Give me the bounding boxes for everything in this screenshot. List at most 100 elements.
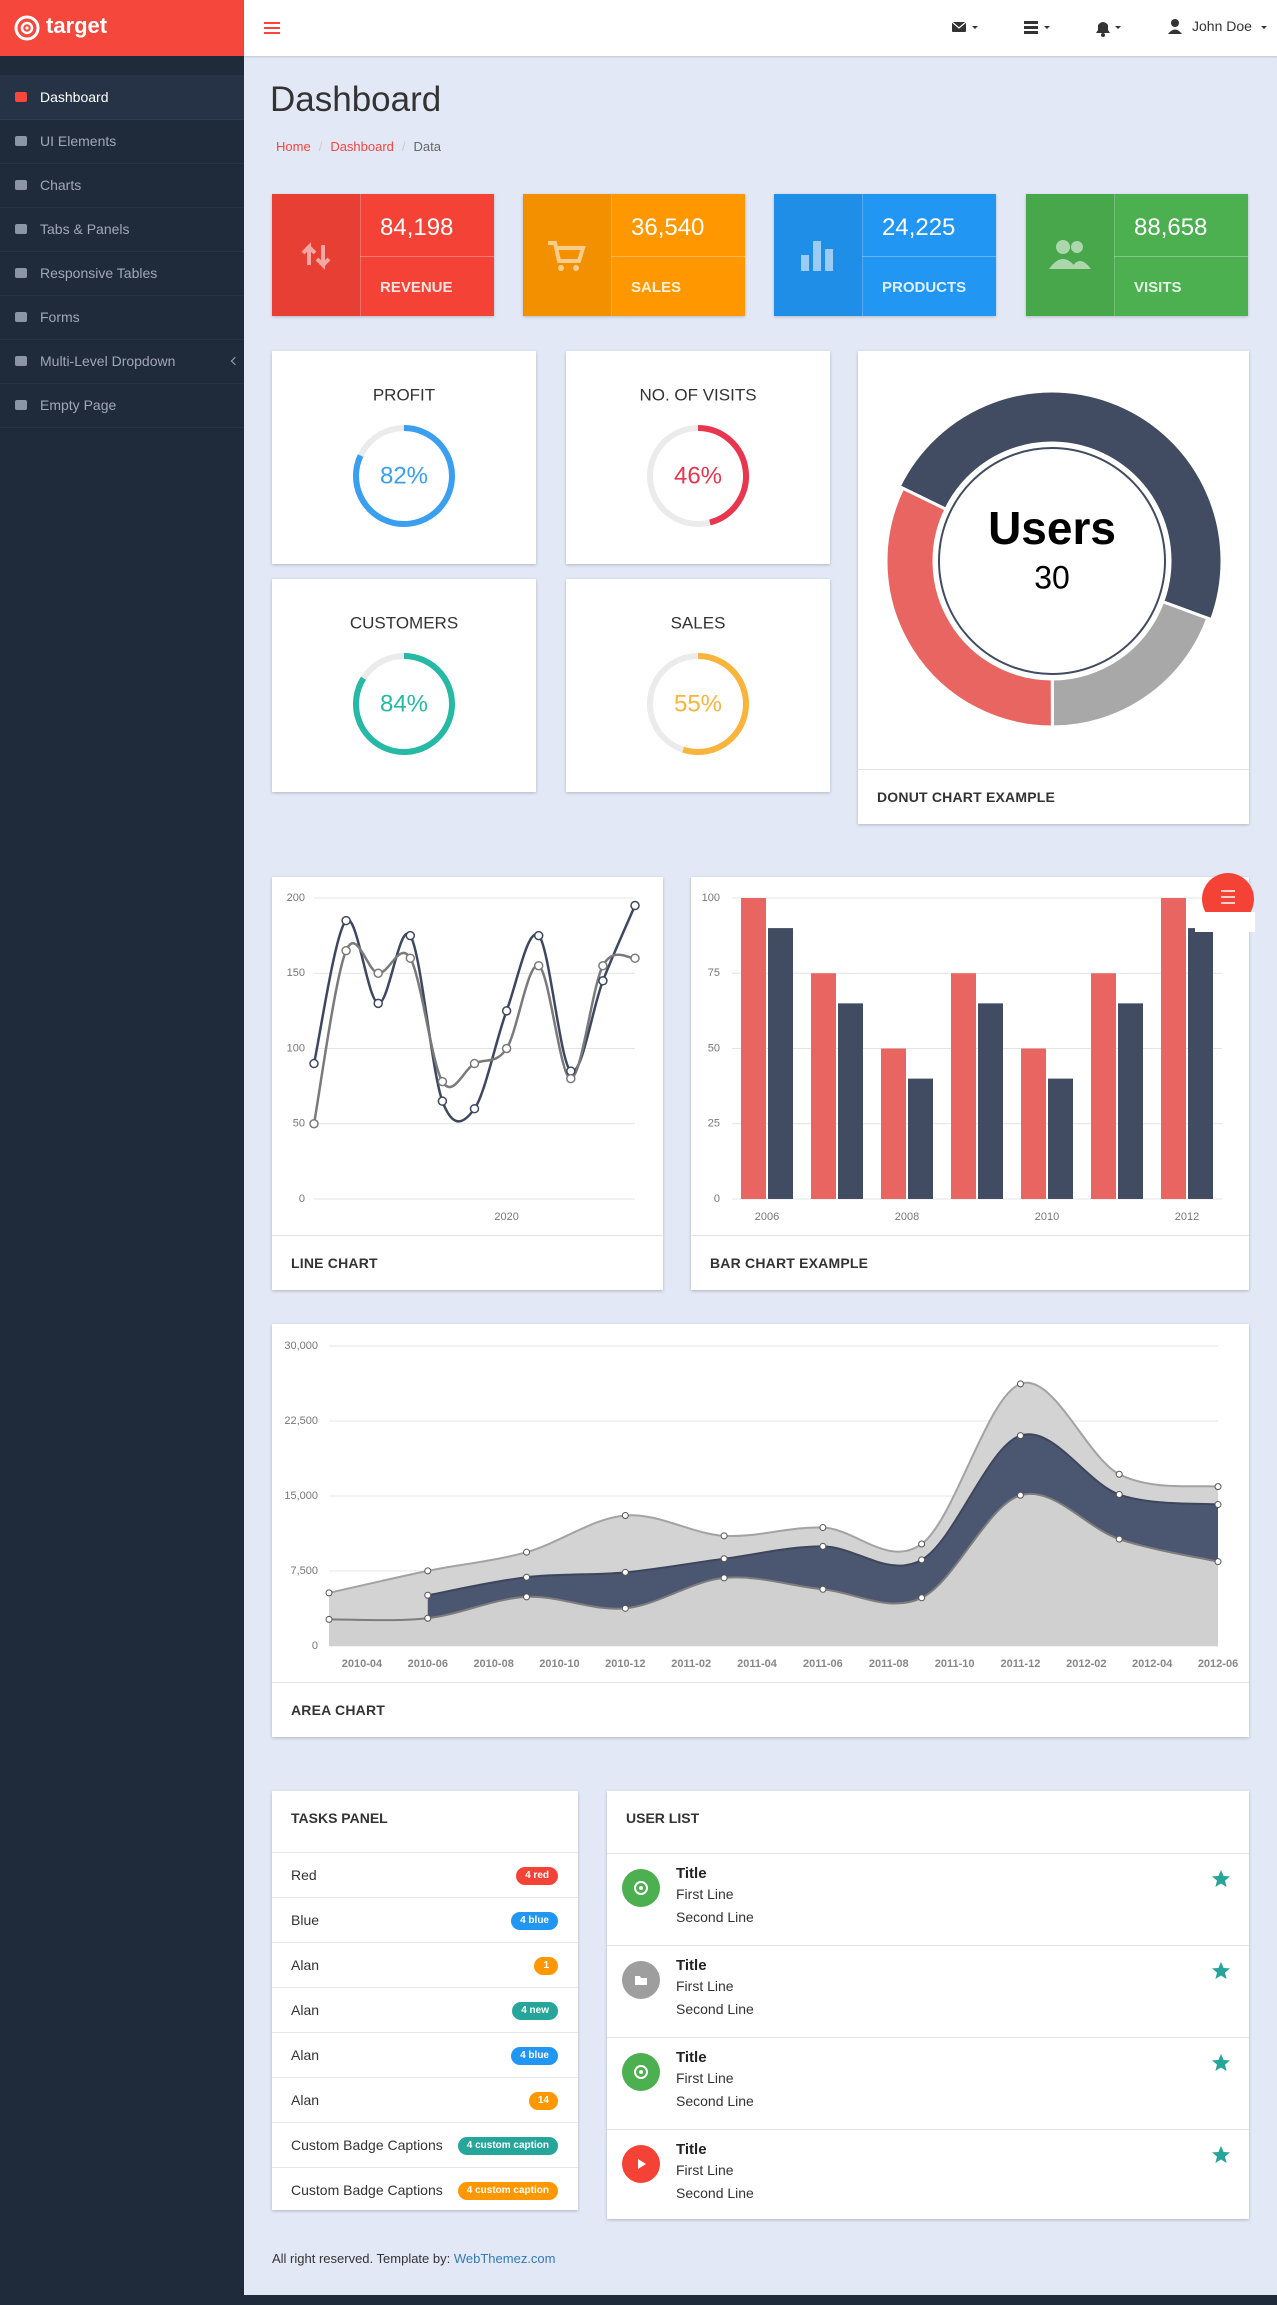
page-footer: All right reserved. Template by: WebThem… xyxy=(272,2251,556,2266)
menu-item[interactable]: Forms xyxy=(0,295,244,340)
stat-value: 84,198 xyxy=(380,214,454,241)
user-name[interactable]: John Doe xyxy=(1192,18,1252,34)
task-item[interactable]: Custom Badge Captions 4 custom caption xyxy=(272,2167,578,2213)
menu-item[interactable]: Multi-Level Dropdown xyxy=(0,339,244,384)
star-icon xyxy=(1212,2054,1230,2071)
breadcrumb-sep: / xyxy=(401,139,406,154)
stat-icon-area xyxy=(523,194,612,316)
avatar-icon xyxy=(635,1976,647,1985)
user-star[interactable] xyxy=(1211,2053,1231,2073)
task-badge: 1 xyxy=(534,1957,558,1975)
user-item[interactable]: Title First Line Second Line xyxy=(607,2037,1249,2130)
user-item[interactable]: Title First Line Second Line xyxy=(607,1853,1249,1946)
menu-item[interactable]: Empty Page xyxy=(0,383,244,428)
breadcrumb-sep: / xyxy=(318,139,323,154)
task-item[interactable]: Alan 14 xyxy=(272,2077,578,2123)
page-title: Dashboard xyxy=(270,80,442,119)
stat-label: VISITS xyxy=(1134,279,1182,296)
task-item[interactable]: Custom Badge Captions 4 custom caption xyxy=(272,2122,578,2168)
breadcrumb-item[interactable]: Home xyxy=(276,139,311,154)
brand-icon xyxy=(14,15,40,41)
donut-card: DONUT CHART EXAMPLE xyxy=(858,351,1249,824)
star-icon xyxy=(1212,1870,1230,1887)
footer-link[interactable]: WebThemez.com xyxy=(453,2251,556,2266)
stat-icon xyxy=(301,242,331,270)
task-badge: 4 red xyxy=(516,1867,558,1885)
bottom-strip xyxy=(244,2295,1277,2305)
user-line-1: First Line xyxy=(676,2070,734,2086)
user-line-2: Second Line xyxy=(676,2093,754,2109)
task-name: Alan xyxy=(291,2002,320,2018)
task-badge: 4 new xyxy=(512,2002,558,2020)
stat-label: REVENUE xyxy=(380,279,453,296)
menu-icon xyxy=(15,400,27,410)
avatar-icon xyxy=(638,2159,646,2169)
line-chart-card: LINE CHART xyxy=(272,877,663,1290)
stat-card[interactable]: 24,225 PRODUCTS xyxy=(774,194,996,316)
task-name: Custom Badge Captions xyxy=(291,2137,443,2153)
brand-bar[interactable]: target xyxy=(0,0,244,56)
stat-value: 24,225 xyxy=(882,214,956,241)
user-item[interactable]: Title First Line Second Line xyxy=(607,1945,1249,2038)
menu-label: Responsive Tables xyxy=(40,265,158,281)
menu-label: Tabs & Panels xyxy=(40,221,130,237)
breadcrumb-item[interactable]: Dashboard xyxy=(330,139,394,154)
user-star[interactable] xyxy=(1211,1869,1231,1889)
task-name: Alan xyxy=(291,2092,320,2108)
menu-item[interactable]: Responsive Tables xyxy=(0,251,244,296)
task-name: Red xyxy=(291,1867,317,1883)
user-line-1: First Line xyxy=(676,1886,734,1902)
stat-card[interactable]: 84,198 REVENUE xyxy=(272,194,494,316)
user-avatar xyxy=(622,2053,660,2091)
user-avatar xyxy=(622,2145,660,2183)
task-badge: 14 xyxy=(528,2092,558,2110)
stat-value: 36,540 xyxy=(631,214,705,241)
menu-label: Empty Page xyxy=(40,397,117,413)
task-item[interactable]: Red 4 red xyxy=(272,1852,578,1898)
user-item[interactable]: Title First Line Second Line xyxy=(607,2129,1249,2222)
stat-value: 88,658 xyxy=(1134,214,1208,241)
stat-label: SALES xyxy=(631,279,682,296)
user-line-2: Second Line xyxy=(676,2001,754,2017)
user-list: USER LIST Title First Line Second Line Title… xyxy=(607,1791,1249,2219)
stat-icon-area xyxy=(1026,194,1115,316)
top-icons[interactable] xyxy=(952,16,1272,40)
task-item[interactable]: Alan 4 new xyxy=(272,1987,578,2033)
progress-card xyxy=(272,351,536,564)
menu-item[interactable]: Dashboard xyxy=(0,75,244,120)
task-badge: 4 custom caption xyxy=(457,2137,558,2155)
menu-label: UI Elements xyxy=(40,133,117,149)
user-line-2: Second Line xyxy=(676,2185,754,2201)
task-name: Custom Badge Captions xyxy=(291,2182,443,2198)
menu-item[interactable]: Tabs & Panels xyxy=(0,207,244,252)
breadcrumb: Home / Dashboard / Data xyxy=(276,139,441,154)
task-badge: 4 blue xyxy=(511,1912,558,1930)
user-star[interactable] xyxy=(1211,1961,1231,1981)
menu-icon xyxy=(15,356,27,366)
task-item[interactable]: Blue 4 blue xyxy=(272,1897,578,1943)
user-line-1: First Line xyxy=(676,2162,734,2178)
stat-divider xyxy=(862,256,996,257)
task-badge: 4 blue xyxy=(511,2047,558,2065)
menu-label: Dashboard xyxy=(40,89,109,105)
card-footer: AREA CHART xyxy=(272,1682,1249,1737)
menu-icon xyxy=(15,268,27,278)
area-chart-card: AREA CHART xyxy=(272,1324,1249,1737)
progress-card xyxy=(272,579,536,792)
task-item[interactable]: Alan 1 xyxy=(272,1942,578,1988)
card-footer: DONUT CHART EXAMPLE xyxy=(858,769,1249,824)
task-item[interactable]: Alan 4 blue xyxy=(272,2032,578,2078)
sidebar xyxy=(0,0,244,2305)
menu-toggle[interactable] xyxy=(264,21,282,35)
brand-name: target xyxy=(46,13,108,38)
menu-item[interactable]: UI Elements xyxy=(0,119,244,164)
stat-card[interactable]: 88,658 VISITS xyxy=(1026,194,1248,316)
menu-label: Multi-Level Dropdown xyxy=(40,353,176,369)
task-name: Blue xyxy=(291,1912,320,1928)
user-title: Title xyxy=(676,1865,707,1882)
menu-item[interactable]: Charts xyxy=(0,163,244,208)
stat-card[interactable]: 36,540 SALES xyxy=(523,194,745,316)
user-star[interactable] xyxy=(1211,2145,1231,2165)
user-avatar xyxy=(622,1869,660,1907)
